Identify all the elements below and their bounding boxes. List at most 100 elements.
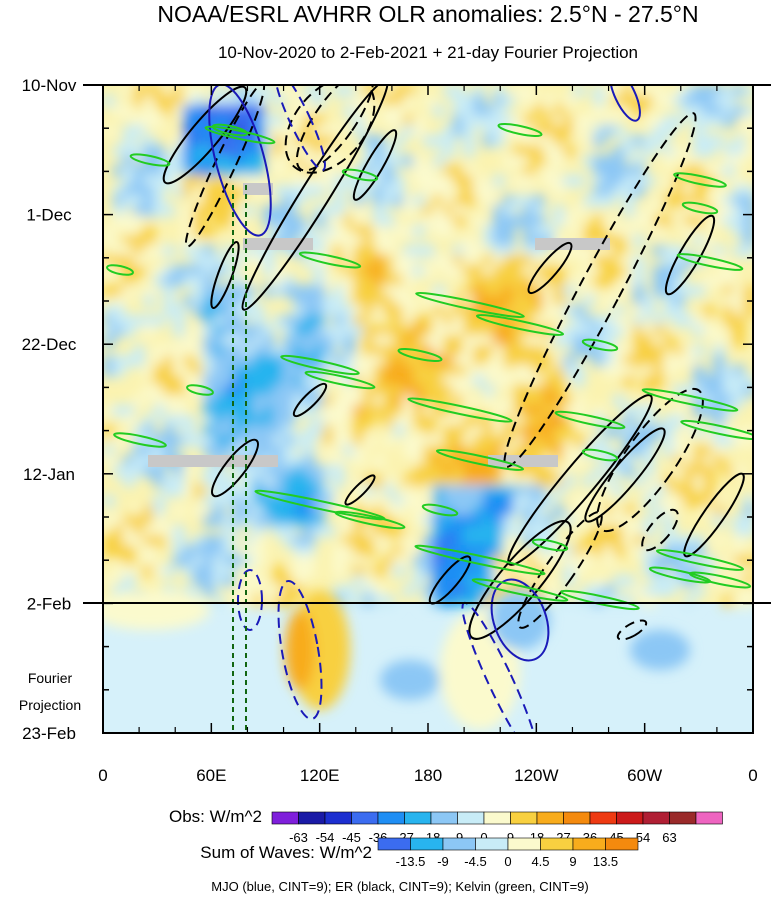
obs-cell bbox=[303, 305, 315, 317]
obs-cell bbox=[283, 375, 295, 387]
obs-cell bbox=[373, 375, 385, 387]
obs-legend-swatch bbox=[404, 811, 432, 825]
x-tick-label: 0 bbox=[98, 766, 107, 785]
obs-cell bbox=[433, 525, 445, 537]
er-wave-contours-negative bbox=[184, 85, 704, 641]
obs-cell bbox=[533, 365, 545, 377]
obs-cell bbox=[603, 535, 615, 547]
obs-cell bbox=[293, 365, 305, 377]
obs-cell bbox=[523, 415, 535, 427]
obs-cell bbox=[623, 355, 635, 367]
obs-cell bbox=[693, 235, 705, 247]
obs-cell bbox=[643, 595, 655, 607]
obs-cell bbox=[133, 235, 145, 247]
obs-cell bbox=[493, 375, 505, 387]
obs-cell bbox=[553, 505, 565, 517]
obs-cell bbox=[653, 475, 665, 487]
obs-cell bbox=[723, 275, 735, 287]
obs-cell bbox=[633, 335, 645, 347]
obs-cell bbox=[663, 505, 675, 517]
obs-cell bbox=[393, 555, 405, 567]
obs-cell bbox=[533, 505, 545, 517]
obs-cell bbox=[583, 135, 595, 147]
kelvin-contour bbox=[680, 419, 753, 441]
obs-cell bbox=[503, 275, 515, 287]
obs-cell bbox=[323, 395, 335, 407]
obs-cell bbox=[453, 345, 465, 357]
obs-cell bbox=[143, 535, 155, 547]
obs-cell bbox=[573, 335, 585, 347]
obs-cell bbox=[553, 425, 565, 437]
obs-cell bbox=[503, 495, 515, 507]
obs-cell bbox=[293, 285, 305, 297]
obs-cell bbox=[183, 295, 195, 307]
x-tick-label: 120E bbox=[300, 766, 340, 785]
obs-cell bbox=[653, 555, 665, 567]
obs-cell bbox=[263, 265, 275, 277]
obs-cell bbox=[513, 355, 525, 367]
obs-cell bbox=[403, 85, 415, 97]
obs-cell bbox=[503, 355, 515, 367]
obs-cell bbox=[193, 575, 205, 587]
obs-cell bbox=[183, 85, 195, 97]
obs-cell bbox=[343, 405, 355, 417]
obs-cell bbox=[503, 345, 515, 357]
obs-cell bbox=[573, 455, 585, 467]
obs-cell bbox=[103, 225, 115, 237]
obs-cell bbox=[673, 485, 685, 497]
obs-cell bbox=[553, 295, 565, 307]
obs-cell bbox=[313, 325, 325, 337]
missing-data-bar bbox=[148, 455, 278, 467]
obs-cell bbox=[143, 185, 155, 197]
obs-cell bbox=[313, 115, 325, 127]
obs-cell bbox=[213, 355, 225, 367]
obs-cell bbox=[283, 435, 295, 447]
obs-cell bbox=[743, 195, 753, 207]
obs-cell bbox=[283, 85, 295, 97]
obs-cell bbox=[453, 485, 465, 497]
obs-cell bbox=[373, 345, 385, 357]
obs-cell bbox=[253, 465, 265, 477]
obs-cell bbox=[463, 135, 475, 147]
chart-title: NOAA/ESRL AVHRR OLR anomalies: 2.5°N - 2… bbox=[157, 1, 698, 27]
obs-cell bbox=[323, 405, 335, 417]
obs-cell bbox=[623, 535, 635, 547]
obs-cell bbox=[323, 235, 335, 247]
obs-cell bbox=[123, 355, 135, 367]
obs-cell bbox=[633, 425, 645, 437]
obs-cell bbox=[423, 185, 435, 197]
obs-cell bbox=[533, 475, 545, 487]
obs-cell bbox=[143, 555, 155, 567]
obs-cell bbox=[173, 315, 185, 327]
obs-cell bbox=[133, 395, 145, 407]
obs-cell bbox=[143, 85, 155, 97]
obs-cell bbox=[563, 145, 575, 157]
obs-cell bbox=[413, 315, 425, 327]
obs-cell bbox=[453, 175, 465, 187]
obs-cell bbox=[183, 425, 195, 437]
obs-cell bbox=[503, 395, 515, 407]
obs-cell bbox=[653, 125, 665, 137]
er-contour bbox=[527, 241, 573, 295]
obs-cell bbox=[123, 235, 135, 247]
obs-cell bbox=[143, 225, 155, 237]
obs-cell bbox=[633, 325, 645, 337]
wave-legend-label: Sum of Waves: W/m^2 bbox=[200, 843, 372, 862]
obs-cell bbox=[653, 275, 665, 287]
obs-cell bbox=[503, 205, 515, 217]
obs-cell bbox=[233, 275, 245, 287]
obs-cell bbox=[613, 305, 625, 317]
obs-cell bbox=[413, 365, 425, 377]
obs-cell bbox=[573, 515, 585, 527]
projection-label: Fourier bbox=[28, 670, 73, 686]
obs-cell bbox=[733, 555, 745, 567]
obs-cell bbox=[453, 565, 465, 577]
obs-cell bbox=[673, 465, 685, 477]
obs-cell bbox=[733, 245, 745, 257]
obs-cell bbox=[513, 255, 525, 267]
obs-cell bbox=[703, 165, 715, 177]
obs-cell bbox=[513, 505, 525, 517]
obs-cell bbox=[423, 485, 435, 497]
obs-cell bbox=[213, 555, 225, 567]
obs-cell bbox=[523, 335, 535, 347]
